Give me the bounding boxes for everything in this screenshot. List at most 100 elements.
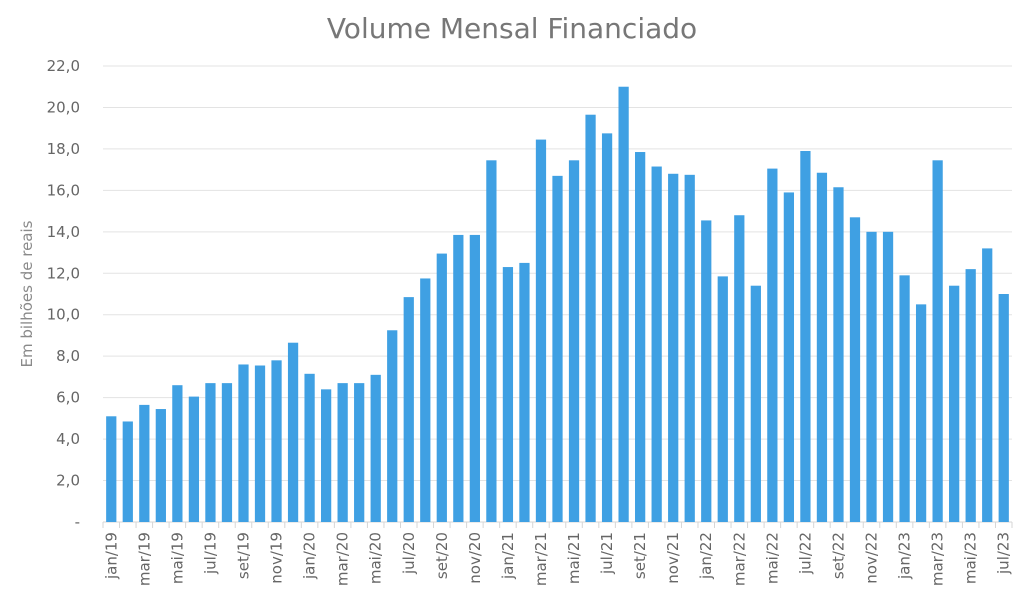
x-tick-labels: jan/19 mar/19 mai/19 jul/19 set/19 nov/19 jan/…	[102, 532, 1012, 586]
bar	[750, 285, 761, 522]
bar	[734, 215, 745, 522]
x-tick-label: mar/23	[929, 532, 947, 586]
bar	[552, 175, 563, 522]
bar	[833, 187, 844, 522]
x-tick-label: nov/20	[466, 532, 484, 584]
bar	[188, 396, 200, 522]
bar	[651, 166, 662, 522]
y-tick-label: 18,0	[47, 140, 80, 158]
x-tick-label: jul/21	[598, 532, 616, 575]
x-tick-label: mai/21	[565, 532, 583, 584]
bar	[337, 383, 348, 522]
x-tick-label: set/19	[234, 532, 252, 579]
x-tick-label: mar/20	[334, 532, 352, 586]
bar	[882, 231, 894, 522]
bar	[585, 114, 596, 522]
bar	[932, 160, 943, 523]
bar	[370, 374, 381, 522]
bar	[866, 231, 877, 522]
bar	[949, 285, 960, 522]
bar	[502, 267, 514, 522]
bar	[106, 416, 117, 522]
bar	[684, 174, 695, 522]
x-tick-label: set/20	[433, 532, 451, 579]
y-tick-label: 4,0	[56, 430, 80, 448]
x-tick-label: mar/21	[532, 532, 550, 586]
y-tick-label: -	[75, 513, 80, 531]
bar	[254, 365, 266, 522]
bar	[767, 168, 778, 522]
bar	[668, 173, 679, 523]
bar	[635, 152, 646, 522]
x-tick-label: jul/23	[995, 532, 1013, 575]
x-tick-label: set/22	[829, 532, 847, 579]
x-tick-label: mai/23	[962, 532, 980, 584]
bar	[205, 383, 216, 522]
bar	[618, 86, 629, 523]
bar	[271, 360, 282, 522]
bar	[816, 172, 828, 522]
x-tick-label: nov/21	[664, 532, 682, 584]
bar	[436, 253, 447, 522]
chart-title: Volume Mensal Financiado	[326, 12, 698, 45]
bar	[717, 276, 728, 522]
bar	[469, 234, 480, 522]
bar	[965, 269, 976, 522]
x-tick-label: nov/19	[268, 532, 286, 584]
x-tick-label: jul/22	[796, 532, 814, 575]
x-tick-label: jan/22	[697, 532, 715, 580]
x-tick-label: jan/20	[301, 532, 319, 580]
bar	[221, 383, 233, 522]
y-tick-labels: - 2,0 4,0 6,0 8,0 10,0 12,0 14,0 16,0 18,0 20,0 22,…	[47, 57, 80, 531]
bar	[287, 342, 299, 522]
bar	[701, 220, 712, 522]
bar	[304, 373, 315, 522]
x-tick-label: mai/20	[367, 532, 385, 584]
bar	[568, 160, 580, 523]
y-tick-label: 22,0	[47, 57, 80, 75]
x-tick-label: mai/22	[763, 532, 781, 584]
bar	[172, 385, 183, 522]
bar	[453, 234, 464, 522]
x-tick-label: jul/19	[201, 532, 219, 575]
bar	[899, 275, 910, 522]
y-tick-label: 6,0	[56, 389, 80, 407]
y-tick-label: 12,0	[47, 264, 80, 282]
x-tick-label: jan/23	[896, 532, 914, 580]
bar	[155, 409, 166, 522]
bar	[783, 192, 795, 522]
x-tick-label: mar/19	[135, 532, 153, 586]
bars	[106, 86, 1009, 523]
bar	[998, 294, 1009, 522]
x-tick-label: jan/19	[102, 532, 120, 580]
bar	[849, 217, 861, 523]
bar	[519, 262, 530, 522]
y-tick-label: 20,0	[47, 98, 80, 116]
bar	[139, 404, 150, 522]
bar	[601, 133, 613, 522]
bar	[535, 139, 547, 522]
bar	[238, 364, 249, 522]
x-tick-label: jan/21	[499, 532, 517, 580]
y-tick-label: 10,0	[47, 306, 80, 324]
y-tick-label: 8,0	[56, 347, 80, 365]
bar	[420, 278, 431, 522]
bar	[320, 389, 332, 522]
bar	[486, 160, 497, 523]
bar	[122, 421, 133, 522]
x-tick-label: nov/22	[863, 532, 881, 584]
x-tick-label: mar/22	[730, 532, 748, 586]
bar	[403, 297, 414, 522]
y-tick-label: 14,0	[47, 223, 80, 241]
bar	[387, 330, 398, 522]
y-tick-label: 16,0	[47, 181, 80, 199]
x-tick-label: mai/19	[168, 532, 186, 584]
bar	[354, 383, 365, 522]
x-tick-label: set/21	[631, 532, 649, 579]
bar	[800, 150, 811, 522]
bar	[982, 248, 993, 522]
y-tick-label: 2,0	[56, 472, 80, 490]
bar	[915, 304, 927, 522]
